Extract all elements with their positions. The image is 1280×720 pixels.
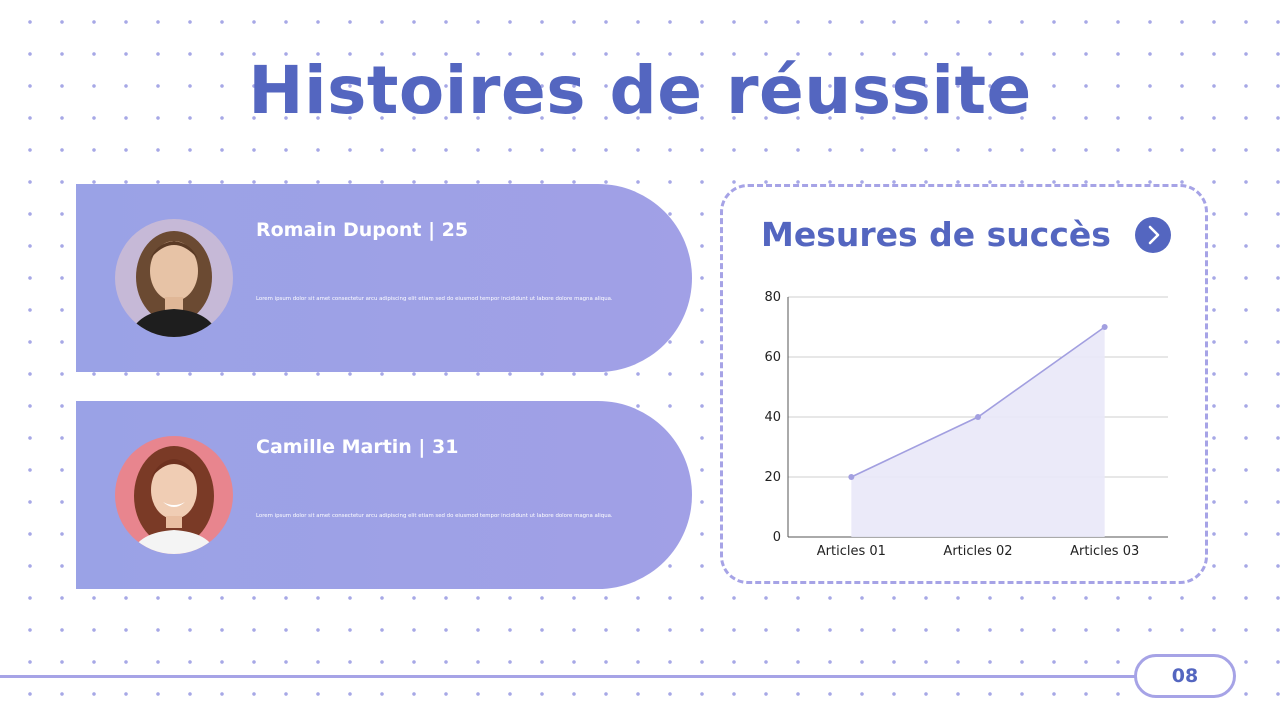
- footer-divider: [0, 675, 1136, 678]
- slide-title: Histoires de réussite: [248, 52, 1032, 129]
- y-tick-label: 0: [773, 530, 781, 545]
- metrics-panel: Mesures de succès 0 20 40 60 80 Articles 01 Ar…: [720, 184, 1208, 584]
- success-chart: 0 20 40 60 80 Articles 01 Articles 02 Articles …: [764, 290, 1168, 559]
- page-number: 08: [1134, 654, 1236, 698]
- series-area: [851, 327, 1105, 537]
- profile-name: Camille Martin | 31: [256, 436, 459, 458]
- x-tick-label: Articles 03: [1070, 544, 1139, 559]
- next-button[interactable]: [1135, 217, 1171, 253]
- avatar: [115, 219, 233, 337]
- metrics-title: Mesures de succès: [761, 215, 1111, 254]
- avatar: [115, 436, 233, 554]
- y-tick-label: 20: [764, 470, 781, 485]
- y-tick-label: 80: [764, 290, 781, 305]
- y-tick-label: 40: [764, 410, 781, 425]
- x-tick-label: Articles 01: [817, 544, 886, 559]
- profile-text: Lorem ipsum dolor sit amet consectetur a…: [256, 296, 613, 302]
- chevron-right-icon: [1148, 225, 1160, 245]
- profile-text: Lorem ipsum dolor sit amet consectetur a…: [256, 513, 613, 519]
- profile-card: Camille Martin | 31 Lorem ipsum dolor si…: [76, 401, 692, 589]
- profile-name: Romain Dupont | 25: [256, 219, 469, 241]
- data-point: [1101, 324, 1108, 330]
- data-point: [848, 474, 855, 480]
- y-tick-label: 60: [764, 350, 781, 365]
- data-point: [975, 414, 981, 420]
- x-tick-label: Articles 02: [943, 544, 1012, 559]
- profile-card: Romain Dupont | 25 Lorem ipsum dolor sit…: [76, 184, 692, 372]
